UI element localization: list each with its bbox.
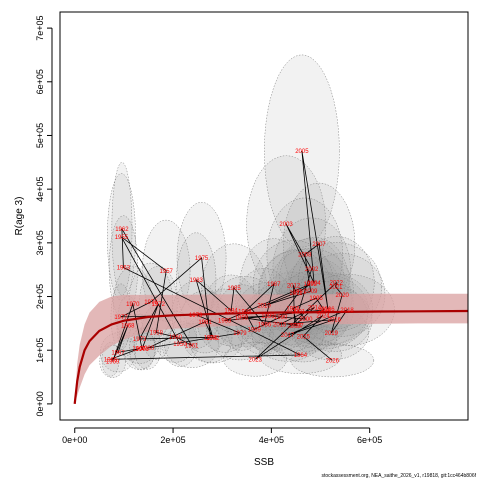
year-label-1994: 1994: [317, 308, 331, 314]
year-label-2001: 2001: [292, 310, 306, 316]
plot-frame: [59, 11, 469, 421]
x-axis: 0e+00 2e+05 4e+05 6e+05: [62, 427, 382, 445]
year-label-1970: 1970: [126, 302, 140, 308]
y-axis-title: R(age 3): [14, 197, 25, 236]
year-label-1991: 1991: [293, 290, 307, 296]
year-label-1986: 1986: [258, 322, 272, 328]
footnote: stockassessment.org, NEA_saithe_2026_v1,…: [321, 473, 476, 479]
year-label-2023: 2023: [249, 357, 263, 363]
year-label-1964: 1964: [294, 353, 308, 359]
year-label-1960: 1960: [169, 335, 183, 341]
year-label-1969: 1969: [106, 360, 120, 366]
y-tick-label: 1e+05: [35, 338, 45, 363]
year-label-2007: 2007: [312, 242, 326, 248]
year-label-2019: 2019: [325, 331, 339, 337]
year-label-2024: 2024: [316, 313, 330, 319]
year-label-1983: 1983: [190, 278, 204, 284]
year-label-1980: 1980: [141, 346, 155, 352]
y-tick-label: 4e+05: [35, 177, 45, 202]
year-label-1950: 1950: [173, 342, 187, 348]
year-label-1974: 1974: [204, 335, 218, 341]
year-label-1973: 1973: [133, 337, 147, 343]
year-label-2010: 2010: [257, 304, 271, 310]
year-label-1977: 1977: [114, 315, 128, 321]
y-tick-label: 3e+05: [35, 230, 45, 255]
year-label-1966: 1966: [132, 347, 146, 353]
y-tick-label: 0e+00: [35, 391, 45, 416]
year-label-1984: 1984: [224, 309, 238, 315]
year-label-1957: 1957: [160, 269, 174, 275]
year-label-2013: 2013: [288, 324, 302, 330]
year-label-1961: 1961: [185, 343, 199, 349]
year-label-2025: 2025: [297, 334, 311, 340]
year-label-1975: 1975: [195, 256, 209, 262]
year-label-1971: 1971: [135, 347, 149, 353]
fit-line: [73, 309, 468, 405]
year-label-1987: 1987: [267, 282, 281, 288]
year-label-1982: 1982: [206, 336, 220, 342]
year-label-1996: 1996: [286, 306, 300, 312]
y-tick-label: 2e+05: [35, 284, 45, 309]
year-label-2026: 2026: [326, 358, 340, 364]
year-label-2009: 2009: [304, 289, 318, 295]
year-label-1967: 1967: [111, 350, 125, 356]
year-label-1997: 1997: [290, 324, 304, 330]
year-label-2012: 2012: [287, 283, 301, 289]
ellipse-2023: [223, 342, 287, 377]
year-label-2015: 2015: [273, 322, 287, 328]
year-label-1999: 1999: [261, 314, 275, 320]
year-label-1972: 1972: [152, 302, 166, 308]
x-axis-title: SSB: [254, 457, 274, 468]
x-tick-label: 2e+05: [160, 435, 185, 445]
year-label-1963: 1963: [117, 266, 131, 272]
y-tick-label: 7e+05: [35, 15, 45, 40]
year-label-1976: 1976: [144, 300, 158, 306]
year-label-2018: 2018: [340, 308, 354, 314]
year-label-1985: 1985: [227, 286, 241, 292]
x-tick-label: 4e+05: [259, 435, 284, 445]
year-label-1958: 1958: [150, 331, 164, 337]
ellipse-2026: [290, 343, 375, 378]
year-label-1998: 1998: [235, 316, 249, 322]
year-label-1978: 1978: [189, 313, 203, 319]
year-label-2016: 2016: [328, 318, 342, 324]
fit-confidence-band: [74, 293, 468, 404]
year-label-2008: 2008: [298, 253, 312, 259]
y-tick-label: 6e+05: [35, 69, 45, 94]
year-label-1979: 1979: [233, 331, 247, 337]
x-tick-label: 6e+05: [357, 435, 382, 445]
year-label-2004: 2004: [307, 281, 321, 287]
year-label-1989: 1989: [248, 327, 262, 333]
year-label-1981: 1981: [198, 320, 212, 326]
year-label-2002: 2002: [305, 267, 319, 273]
year-label-2014: 2014: [308, 305, 322, 311]
year-label-2021: 2021: [329, 285, 343, 291]
year-label-1955: 1955: [115, 235, 129, 241]
year-label-1968: 1968: [121, 324, 135, 330]
year-label-1993: 1993: [218, 319, 232, 325]
year-label-2022: 2022: [330, 281, 344, 287]
year-label-1990: 1990: [274, 315, 288, 321]
year-label-2017: 2017: [281, 333, 295, 339]
fit-curve: [73, 309, 468, 405]
year-label-2000: 2000: [299, 317, 313, 323]
y-axis: 0e+00 1e+05 2e+05 3e+05 4e+05 5e+05 6e+05 7e+05: [35, 15, 53, 417]
y-tick-label: 5e+05: [35, 123, 45, 148]
year-label-1962: 1962: [115, 227, 129, 233]
year-label-2005: 2005: [295, 149, 309, 155]
year-label-1988: 1988: [238, 310, 252, 316]
year-label-2006: 2006: [321, 307, 335, 313]
year-label-2003: 2003: [279, 222, 293, 228]
year-label-1995: 1995: [309, 296, 323, 302]
year-label-2011: 2011: [290, 291, 304, 297]
x-tick-label: 0e+00: [62, 435, 87, 445]
year-label-1992: 1992: [304, 282, 318, 288]
confidence-band: [74, 293, 468, 404]
year-label-2020: 2020: [336, 293, 350, 299]
year-label-1965: 1965: [104, 357, 118, 363]
